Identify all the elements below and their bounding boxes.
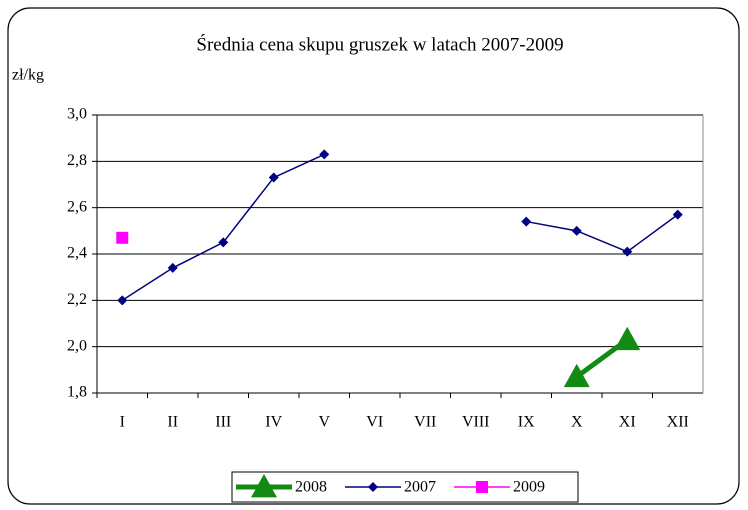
y-tick-label: 2,4 [67,245,87,262]
legend-marker [251,474,277,498]
x-tick-label: IX [518,414,535,431]
point [614,326,641,351]
x-tick-label: VIII [462,414,490,431]
x-tick-label: XII [667,414,689,431]
x-tick-label: VI [366,414,383,431]
point [167,262,178,273]
legend-marker [368,482,378,492]
y-tick-label: 2,0 [67,337,87,354]
point [571,225,582,236]
legend-marker [476,481,488,493]
series-line [526,214,679,253]
x-tick-label: IV [265,414,282,431]
x-tick-label: X [571,414,583,431]
point [563,363,590,388]
y-tick-label: 2,8 [67,152,87,169]
point [319,149,330,160]
x-tick-label: XI [619,414,636,431]
x-tick-label: V [318,414,330,431]
point [268,172,279,183]
x-tick-label: II [167,414,178,431]
x-tick-label: I [120,414,125,431]
y-tick-label: 2,6 [67,198,87,215]
y-tick-label: 1,8 [67,384,87,401]
legend-label: 2007 [404,479,436,496]
x-tick-label: VII [414,414,436,431]
point [116,231,129,244]
point [117,295,128,306]
x-tick-label: III [215,414,231,431]
y-axis-label: zł/kg [12,67,44,84]
point [672,209,683,220]
y-tick-label: 2,2 [67,291,87,308]
chart-title: Średnia cena skupu gruszek w latach 2007… [196,33,563,55]
legend-label: 2008 [295,479,327,496]
y-tick-label: 3,0 [67,106,87,123]
chart-frame [7,7,740,505]
point [218,237,229,248]
point [622,246,633,257]
point [521,216,532,227]
legend-label: 2009 [513,479,545,496]
